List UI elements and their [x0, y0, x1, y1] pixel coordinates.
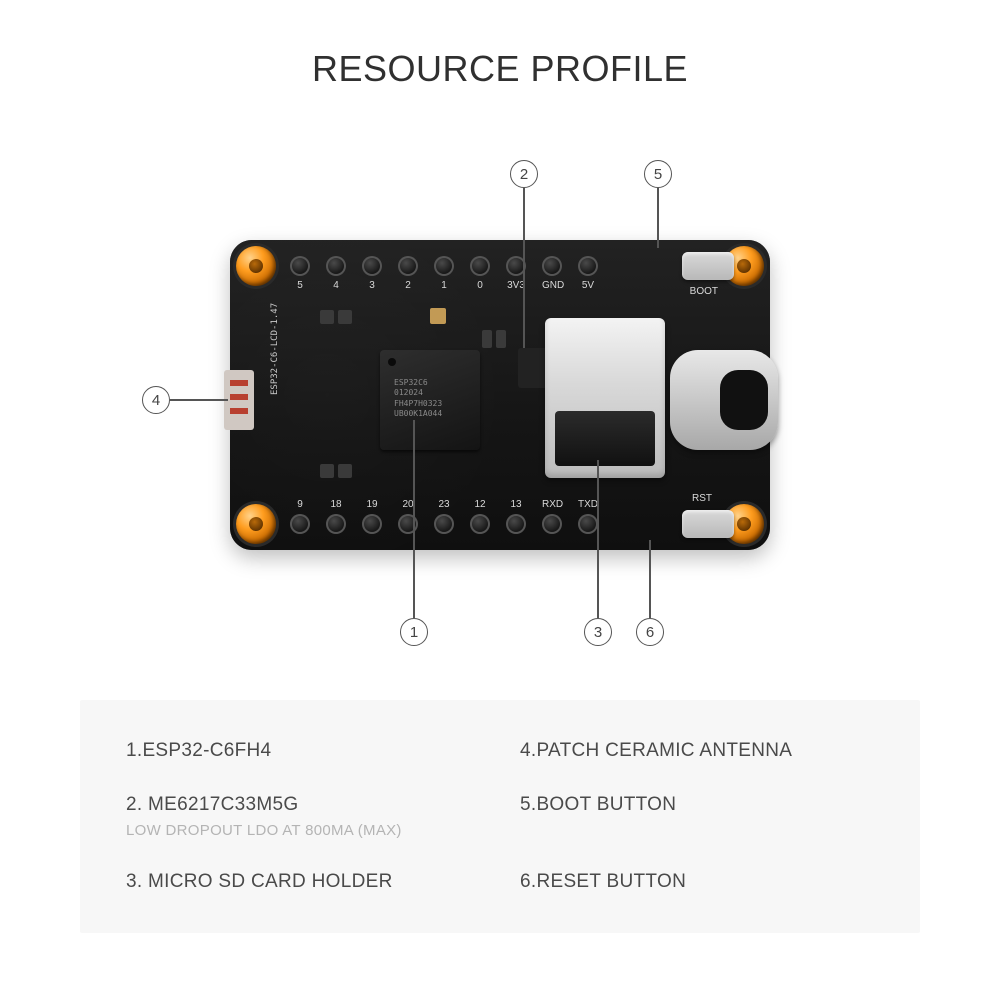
- callout-badge-5: 5: [644, 160, 672, 188]
- legend-panel: 1.ESP32-C6FH4 4.PATCH CERAMIC ANTENNA 2.…: [80, 700, 920, 933]
- mounting-screw: [236, 246, 276, 286]
- pin-hole: [398, 514, 418, 534]
- callout-lead-3: [597, 460, 599, 618]
- legend-title: 2. ME6217C33M5G: [126, 794, 480, 816]
- pin-hole: [578, 256, 598, 276]
- pin-hole: [362, 256, 382, 276]
- pin-hole: [290, 256, 310, 276]
- pin-label: 3: [362, 280, 382, 291]
- pin-hole: [434, 514, 454, 534]
- smd-component: [482, 330, 492, 348]
- pin-hole: [398, 256, 418, 276]
- pin-header-top: [290, 256, 598, 276]
- legend-title: 1.ESP32-C6FH4: [126, 740, 480, 762]
- boot-button[interactable]: [682, 252, 734, 280]
- callout-lead-6: [649, 540, 651, 618]
- smd-component: [320, 310, 334, 324]
- pin-label: RXD: [542, 499, 562, 510]
- smd-component: [496, 330, 506, 348]
- legend-item-4: 4.PATCH CERAMIC ANTENNA: [520, 740, 874, 762]
- board-diagram: 2 5 4 1 3 6 5 4 3 2: [0, 140, 1000, 660]
- pin-hole: [290, 514, 310, 534]
- pin-label: 12: [470, 499, 490, 510]
- reset-button[interactable]: [682, 510, 734, 538]
- pcb-board: 5 4 3 2 1 0 3V3 GND 5V 9 18 19 20: [230, 240, 770, 550]
- pin-labels-top: 5 4 3 2 1 0 3V3 GND 5V: [290, 280, 598, 291]
- pin-hole: [506, 514, 526, 534]
- pin-label: 18: [326, 499, 346, 510]
- sd-card-holder: [545, 318, 665, 478]
- callout-badge-3: 3: [584, 618, 612, 646]
- callout-badge-6: 6: [636, 618, 664, 646]
- legend-title: 3. MICRO SD CARD HOLDER: [126, 871, 480, 893]
- pin-hole: [362, 514, 382, 534]
- pin-hole: [578, 514, 598, 534]
- smd-component: [338, 464, 352, 478]
- callout-lead-1: [413, 420, 415, 618]
- usb-c-port: [670, 350, 778, 450]
- smd-component: [430, 308, 446, 324]
- callout-badge-4: 4: [142, 386, 170, 414]
- pin-labels-bottom: 9 18 19 20 23 12 13 RXD TXD: [290, 499, 598, 510]
- mounting-screw: [236, 504, 276, 544]
- chip-marking: ESP32C6 012024 FH4P7H0323 UB00K1A044: [394, 378, 442, 420]
- pin-label: 13: [506, 499, 526, 510]
- board-model-label: ESP32-C6-LCD-1.47: [270, 303, 280, 395]
- pin-label: 9: [290, 499, 310, 510]
- legend-title: 6.RESET BUTTON: [520, 871, 874, 893]
- pin-label: 0: [470, 280, 490, 291]
- pin-hole: [326, 256, 346, 276]
- legend-title: 4.PATCH CERAMIC ANTENNA: [520, 740, 874, 762]
- legend-item-5: 5.BOOT BUTTON: [520, 794, 874, 839]
- page-title: RESOURCE PROFILE: [0, 48, 1000, 90]
- pin-label: 20: [398, 499, 418, 510]
- pin-hole: [542, 514, 562, 534]
- legend-item-2: 2. ME6217C33M5G LOW DROPOUT LDO AT 800MA…: [126, 794, 480, 839]
- pin-hole: [326, 514, 346, 534]
- pin-hole: [470, 514, 490, 534]
- smd-component: [320, 464, 334, 478]
- pin-label: 4: [326, 280, 346, 291]
- legend-title: 5.BOOT BUTTON: [520, 794, 874, 816]
- pin-hole: [542, 256, 562, 276]
- pin-label: 23: [434, 499, 454, 510]
- boot-label: BOOT: [690, 286, 718, 297]
- pin-hole: [470, 256, 490, 276]
- pin-label: GND: [542, 280, 562, 291]
- pin-header-bottom: [290, 514, 598, 534]
- pin-label: 5: [290, 280, 310, 291]
- callout-lead-4: [170, 399, 228, 401]
- pin-label: 2: [398, 280, 418, 291]
- ceramic-antenna: [224, 370, 254, 430]
- esp32-chip: ESP32C6 012024 FH4P7H0323 UB00K1A044: [380, 350, 480, 450]
- legend-item-1: 1.ESP32-C6FH4: [126, 740, 480, 762]
- pin-label: 1: [434, 280, 454, 291]
- pin-label: TXD: [578, 499, 598, 510]
- pin-label: 19: [362, 499, 382, 510]
- smd-component: [338, 310, 352, 324]
- callout-badge-1: 1: [400, 618, 428, 646]
- callout-badge-2: 2: [510, 160, 538, 188]
- legend-subtitle: LOW DROPOUT LDO AT 800MA (MAX): [126, 822, 480, 839]
- legend-item-6: 6.RESET BUTTON: [520, 871, 874, 893]
- rst-label: RST: [692, 493, 712, 504]
- pin-hole: [434, 256, 454, 276]
- callout-lead-5: [657, 188, 659, 248]
- pin-label: 5V: [578, 280, 598, 291]
- callout-lead-2: [523, 188, 525, 348]
- legend-item-3: 3. MICRO SD CARD HOLDER: [126, 871, 480, 893]
